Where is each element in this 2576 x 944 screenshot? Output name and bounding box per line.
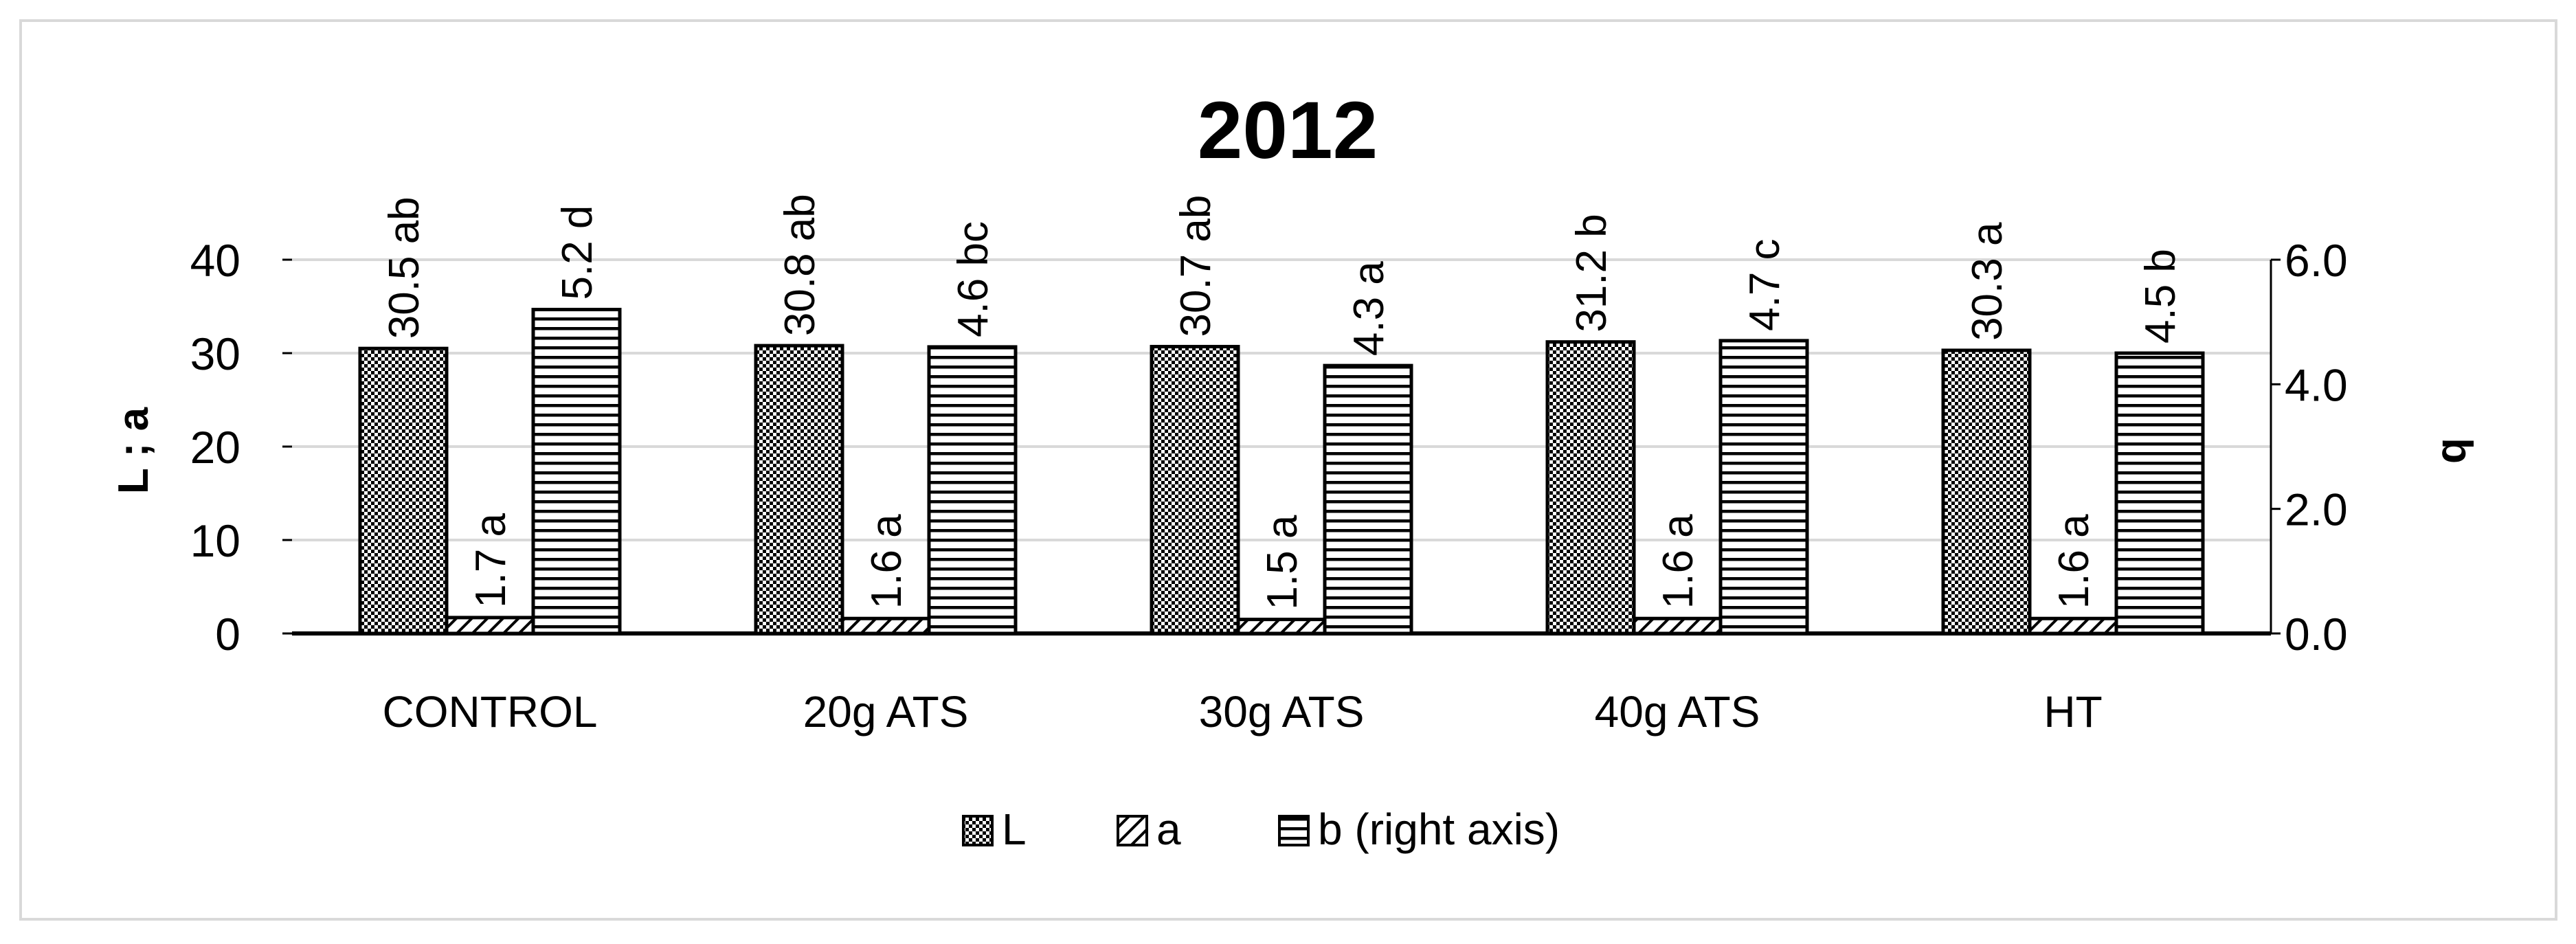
category-label: 40g ATS (1595, 687, 1760, 737)
data-label: 1.6 a (1655, 514, 1702, 609)
data-label: 1.5 a (1259, 515, 1306, 609)
bar-a (840, 616, 931, 636)
data-label: 30.7 ab (1172, 195, 1220, 337)
left-axis-tick-label: 0 (215, 609, 240, 660)
bar-l (1545, 340, 1636, 636)
bar-l (1150, 344, 1240, 636)
bar-b (531, 308, 622, 636)
bar-a (1236, 618, 1327, 636)
bar-l (754, 344, 844, 636)
bar-l (358, 346, 449, 636)
data-label: 30.3 a (1964, 222, 2011, 341)
category-label: HT (2043, 687, 2102, 737)
right-axis-title: b (2433, 438, 2480, 464)
data-label: 4.3 a (1345, 261, 1393, 356)
legend-swatch (1117, 815, 1148, 846)
category-label: 20g ATS (803, 687, 969, 737)
data-label: 31.2 b (1568, 214, 1615, 332)
data-label: 4.5 b (2137, 249, 2184, 344)
bar-b (1718, 339, 1809, 636)
category-label: 30g ATS (1199, 687, 1365, 737)
right-axis-tick-label: 6.0 (2285, 235, 2348, 286)
bars (358, 308, 2205, 636)
legend-label: a (1156, 805, 1181, 854)
data-label: 4.6 bc (950, 221, 997, 337)
legend-swatch (962, 815, 994, 846)
data-label: 4.7 c (1741, 238, 1789, 330)
data-label: 1.7 a (467, 513, 515, 607)
legend-label: L (1002, 805, 1027, 854)
right-axis-tick-label: 0.0 (2285, 609, 2348, 660)
bar-b (927, 345, 1018, 636)
data-label: 1.6 a (2050, 514, 2098, 609)
left-axis-tick-label: 40 (190, 235, 240, 286)
category-label: CONTROL (383, 687, 598, 737)
right-axis-tick-label: 2.0 (2285, 484, 2348, 535)
bar-b (2114, 351, 2205, 636)
legend-swatch (1278, 815, 1310, 846)
bar-l (1941, 348, 2032, 636)
left-axis-tick-label: 10 (190, 515, 240, 566)
bar-a (2028, 616, 2118, 636)
bar-a (445, 616, 535, 636)
category-labels: CONTROL 20g ATS 30g ATS 40g ATS HT (383, 687, 2103, 737)
right-axis-tick-label: 4.0 (2285, 359, 2348, 410)
left-axis-tick-label: 30 (190, 328, 240, 379)
data-label: 30.8 ab (776, 194, 824, 336)
left-axis-title: L ; a (110, 407, 157, 494)
data-label: 30.5 ab (381, 196, 428, 339)
left-axis-tick-label: 20 (190, 422, 240, 473)
bar-a (1632, 616, 1723, 636)
legend-label: b (right axis) (1318, 805, 1560, 854)
chart-title: 2012 (1198, 85, 1378, 176)
data-label: 1.6 a (863, 514, 910, 609)
data-label: 5.2 d (554, 205, 601, 300)
grid-lines (292, 258, 2271, 541)
bar-b (1323, 363, 1413, 636)
data-labels: 30.5 ab 1.7 a 5.2 d 30.8 ab 1.6 a 4.6 bc 30.7 … (381, 194, 2184, 609)
